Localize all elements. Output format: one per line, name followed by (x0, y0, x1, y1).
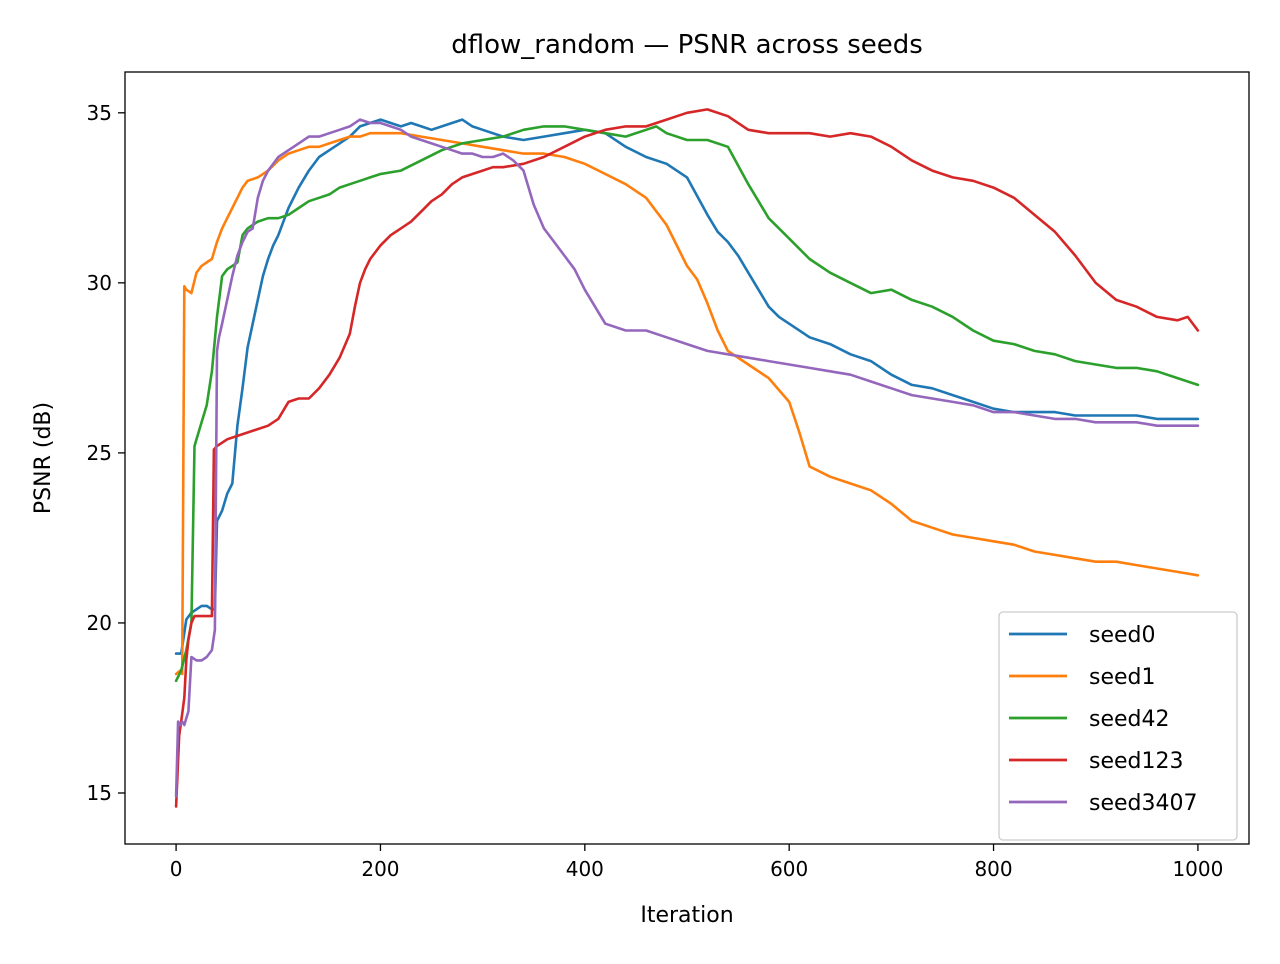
y-axis-label: PSNR (dB) (31, 402, 56, 514)
y-axis-ticks: 15 20 25 30 35 (87, 101, 125, 805)
series-line-seed42 (174, 125, 1200, 683)
x-tick-label: 600 (770, 857, 808, 881)
x-axis-label: Iteration (640, 903, 733, 928)
y-tick-label: 30 (87, 271, 112, 295)
x-tick-label: 0 (170, 857, 183, 881)
series-line-seed1 (174, 131, 1200, 676)
series-line-seed3407 (174, 118, 1200, 798)
legend-label-seed0: seed0 (1089, 623, 1156, 648)
legend: seed0 seed1 seed42 seed123 seed3407 (998, 611, 1238, 841)
series-line-seed123 (174, 108, 1200, 808)
legend-label-seed42: seed42 (1089, 707, 1170, 732)
legend-label-seed123: seed123 (1089, 749, 1184, 774)
legend-box (998, 611, 1238, 841)
chart-title: dflow_random — PSNR across seeds (451, 30, 923, 60)
y-tick-label: 25 (87, 441, 112, 465)
x-tick-label: 800 (974, 857, 1012, 881)
legend-label-seed1: seed1 (1089, 665, 1156, 690)
series-layer (174, 108, 1200, 808)
plot-frame (124, 71, 1250, 845)
x-tick-label: 200 (361, 857, 399, 881)
y-tick-label: 20 (87, 611, 112, 635)
series-line-seed0 (174, 118, 1200, 655)
legend-label-seed3407: seed3407 (1089, 791, 1198, 816)
y-tick-label: 35 (87, 101, 112, 125)
x-axis-ticks: 0 200 400 600 800 1000 (170, 844, 1223, 881)
x-tick-label: 1000 (1172, 857, 1223, 881)
y-tick-label: 15 (87, 781, 112, 805)
x-tick-label: 400 (566, 857, 604, 881)
